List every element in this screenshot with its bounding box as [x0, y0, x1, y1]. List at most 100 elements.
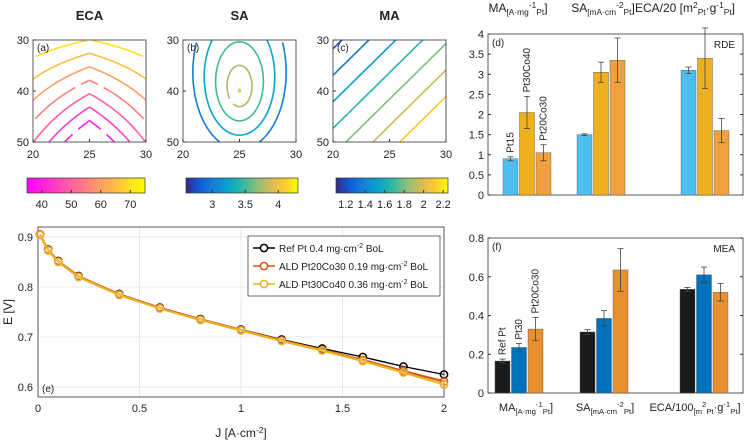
colorbar-tick-label: 70 [124, 199, 136, 211]
data-point [317, 346, 327, 355]
data-point [35, 230, 45, 240]
x-tick-label: 25 [83, 149, 95, 161]
y-tick-label: 0.9 [18, 232, 33, 244]
panel-label: (a) [37, 43, 49, 54]
data-point [439, 380, 449, 389]
x-tick-label: 1.5 [335, 403, 350, 415]
colorbar-tick-label: 4 [275, 199, 281, 211]
colorbar-tick-label: 1.6 [377, 199, 392, 211]
contour-line [237, 88, 242, 93]
y-tick-label: 0.4 [469, 311, 484, 323]
x-tick-label: 25 [383, 149, 395, 161]
group-label: ECA/100[m2Pt·g-1Pt] [649, 400, 740, 416]
series-label: Pt20Co30 [531, 269, 542, 314]
colorbar-tick-label: 60 [95, 199, 107, 211]
header-label: SA[mA·cm-2Pt] [571, 0, 635, 17]
legend-label: ALD Pt20Co30 0.19 mg·cm-2 BoL [279, 261, 429, 273]
legend-marker [259, 279, 269, 289]
y-tick-label: 0.6 [469, 272, 484, 284]
y-tick-label: 30 [167, 35, 179, 47]
y-tick-label: 50 [317, 137, 329, 149]
colorbar-tick-label: 1.2 [338, 199, 353, 211]
group-label: SA[mA·cm-2Pt] [576, 400, 634, 416]
x-tick-label: 20 [27, 149, 39, 161]
header-label: MA[A·mg-1Pt] [488, 0, 547, 17]
y-axis-label: E [V] [1, 299, 15, 325]
legend-label: ALD Pt30Co40 0.36 mg·cm-2 BoL [279, 279, 429, 291]
bar-pt30-ma [511, 347, 527, 394]
y-tick-label: 3 [478, 69, 484, 81]
group-label: MA[A·mg-1Pt] [499, 400, 553, 416]
contour-line [332, 39, 424, 129]
x-tick-label: 20 [177, 149, 189, 161]
plot-area [33, 40, 146, 142]
x-tick-label: 0 [35, 403, 41, 415]
series-label: Pt15 [506, 132, 517, 153]
x-tick-label: 1 [238, 403, 244, 415]
panel-title: SA [230, 8, 249, 23]
bar-ref-pt-eca100 [679, 289, 696, 394]
bar-panel-f: 0 0.2 0.4 0.6 0.8 Ref Pt Pt30 Pt20Co30 (f) MEA MA[… [469, 233, 744, 416]
series-label: Pt30Co40 [522, 47, 533, 92]
legend [247, 235, 441, 297]
panel-label: (e) [42, 384, 54, 395]
plot-area [183, 40, 296, 142]
data-point [399, 368, 408, 377]
colorbar-tick-label: 40 [36, 199, 48, 211]
bar-pt15-eca20 [680, 70, 697, 196]
x-tick-label: 0.5 [132, 403, 147, 415]
y-tick-label: 0.7 [18, 332, 33, 344]
panel-title: ECA [76, 8, 104, 23]
bar-pt20co30-eca100 [712, 292, 729, 394]
bar-pt30-eca100 [696, 274, 712, 394]
contour-line [34, 79, 145, 120]
colorbar-tick-label: 3 [209, 199, 215, 211]
y-tick-label: 1 [478, 150, 484, 162]
y-tick-label: 0 [478, 388, 484, 400]
bar-pt30co40-sa [593, 72, 609, 196]
panel-label: (f) [492, 242, 501, 253]
annotation-label: RDE [714, 40, 735, 51]
contour-line [345, 42, 447, 143]
bar-panel-d: 0 0.5 1 1.5 2 2.5 3 3.5 4 Pt15 Pt30Co40 Pt20Co30 (d)… [469, 0, 744, 202]
y-tick-label: 50 [17, 137, 29, 149]
contour-line [332, 39, 370, 76]
data-point [439, 370, 449, 379]
series-line-2 [39, 234, 445, 386]
contour-line [48, 106, 131, 143]
bar-pt15-sa [576, 134, 593, 196]
panel-label: (b) [187, 43, 199, 54]
data-point [196, 315, 205, 325]
colorbar-tick-label: 2 [421, 199, 427, 211]
colorbar [335, 177, 449, 194]
colorbar-tick-label: 1.8 [397, 199, 412, 211]
y-tick-label: 2.5 [469, 89, 484, 101]
x-tick-label: 30 [440, 149, 452, 161]
data-point [236, 326, 246, 335]
panel-label: (d) [492, 38, 504, 49]
y-tick-label: 40 [167, 86, 179, 98]
y-tick-label: 2 [478, 110, 484, 122]
y-tick-label: 30 [17, 35, 29, 47]
data-point [277, 336, 286, 346]
plot-frame [37, 226, 445, 398]
contour-line [399, 95, 447, 143]
legend-label: Ref Pt 0.4 mg·cm-2 BoL [279, 243, 384, 255]
x-axis-label: J [A·cm-2] [215, 425, 266, 440]
bar-pt30-sa [596, 318, 612, 394]
colorbar-tick-label: 2.2 [435, 199, 450, 211]
contour-line [203, 39, 276, 136]
contour-panel-a: ECA (a) 20 25 30 30 40 50 40 50 60 70 [17, 8, 152, 211]
series-label: Pt30 [514, 319, 525, 340]
y-tick-label: 3.5 [469, 49, 484, 61]
contour-line [226, 64, 253, 108]
y-tick-label: 30 [317, 35, 329, 47]
colorbar-tick-label: 3.5 [238, 199, 253, 211]
colorbar [185, 177, 299, 194]
x-tick-label: 2 [441, 403, 447, 415]
contour-panel-c: MA (c) 20 25 30 30 40 50 1.2 1.4 1.6 1.8 2 2.2 [317, 8, 452, 211]
y-tick-label: 0.6 [18, 382, 33, 394]
x-tick-label: 30 [290, 149, 302, 161]
data-point [114, 290, 124, 300]
